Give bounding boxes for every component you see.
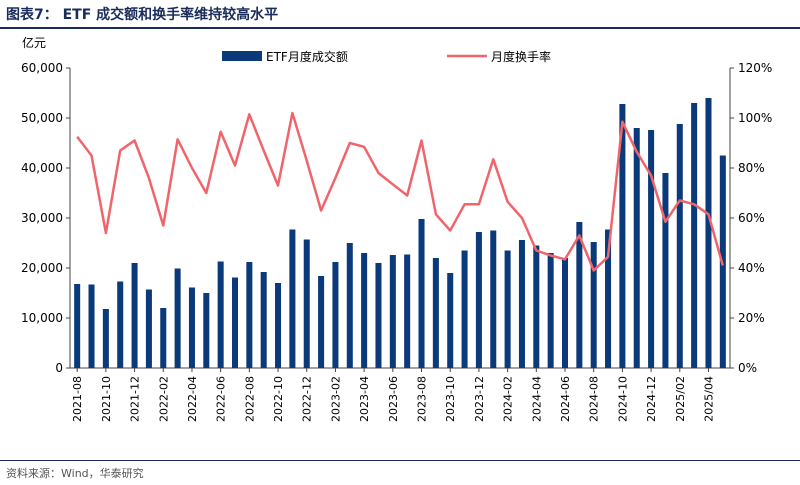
turnover-bar: [102, 309, 109, 368]
left-tick-label: 40,000: [21, 161, 63, 175]
turnover-bar: [275, 283, 282, 368]
turnover-bar: [361, 253, 368, 368]
x-tick-label: 2023-02: [329, 376, 342, 422]
legend-line-label: 月度换手率: [491, 49, 551, 64]
turnover-bar: [705, 98, 712, 368]
turnover-bar: [475, 232, 482, 368]
x-tick-label: 2022-04: [186, 376, 199, 422]
x-tick-label: 2023-06: [387, 376, 400, 422]
turnover-bar: [533, 245, 540, 368]
turnover-bar: [375, 263, 382, 368]
turnover-bar: [490, 230, 497, 368]
turnover-bar: [691, 103, 698, 368]
turnover-bar: [404, 254, 411, 368]
turnover-bar: [547, 253, 554, 368]
x-tick-label: 2022-08: [243, 376, 256, 422]
turnover-bar: [662, 173, 669, 368]
turnover-bar: [131, 263, 138, 368]
turnover-bar: [303, 239, 310, 368]
turnover-bar: [174, 268, 181, 368]
turnover-bar: [74, 284, 81, 368]
x-tick-label: 2021-10: [100, 376, 113, 422]
turnover-bar: [231, 277, 239, 368]
left-tick-label: 30,000: [21, 211, 63, 225]
turnover-bar: [461, 250, 468, 368]
source-note: 资料来源：Wind，华泰研究: [6, 467, 144, 480]
legend-bar-swatch: [222, 51, 262, 61]
turnover-bar: [203, 293, 210, 368]
turnover-bar: [518, 240, 525, 368]
turnover-bar: [633, 128, 640, 368]
x-tick-label: 2022-12: [301, 376, 314, 422]
turnover-bar: [389, 255, 396, 368]
left-axis-unit: 亿元: [22, 35, 46, 50]
x-tick-label: 2024-10: [616, 376, 629, 422]
left-tick-label: 0: [55, 361, 63, 375]
x-tick-label: 2021-08: [71, 376, 84, 422]
right-tick-label: 120%: [738, 61, 772, 75]
x-tick-label: 2025/02: [674, 376, 687, 422]
left-tick-label: 50,000: [21, 111, 63, 125]
right-tick-label: 0%: [738, 361, 757, 375]
footer-rule: [0, 460, 800, 461]
turnover-bar: [246, 262, 253, 368]
turnover-bar: [648, 130, 655, 368]
turnover-bar: [260, 272, 267, 368]
x-tick-label: 2024-12: [645, 376, 658, 422]
x-tick-label: 2022-06: [215, 376, 228, 422]
turnover-bar: [318, 276, 325, 368]
right-tick-label: 80%: [738, 161, 765, 175]
turnover-bar: [346, 243, 353, 368]
turnover-bar: [117, 281, 124, 368]
x-tick-label: 2023-10: [444, 376, 457, 422]
right-tick-label: 20%: [738, 311, 765, 325]
title-rule: [0, 27, 800, 29]
x-tick-label: 2023-12: [473, 376, 486, 422]
x-tick-label: 2024-04: [530, 376, 543, 422]
turnover-bar: [619, 104, 626, 368]
right-tick-label: 40%: [738, 261, 765, 275]
chart-legend: ETF月度成交额 月度换手率: [222, 49, 551, 64]
turnover-bar: [447, 273, 454, 368]
turnover-bar: [561, 258, 569, 368]
x-tick-label: 2023-04: [358, 376, 371, 422]
left-tick-label: 10,000: [21, 311, 63, 325]
turnover-bar: [188, 287, 195, 368]
turnover-bar: [217, 261, 224, 368]
legend-bar-label: ETF月度成交额: [266, 49, 348, 64]
turnover-rate-line: [76, 111, 725, 272]
turnover-bar: [676, 124, 683, 368]
turnover-bar: [418, 219, 425, 368]
turnover-bar: [160, 308, 167, 368]
turnover-bars: [74, 98, 726, 368]
etf-chart: 亿元 0 10,000 20,000 30,000 40,000 50,000 60,000 0…: [21, 35, 772, 422]
turnover-bar: [605, 229, 612, 368]
turnover-bar: [504, 250, 511, 368]
turnover-bar: [332, 262, 339, 368]
left-tick-label: 60,000: [21, 61, 63, 75]
turnover-bar: [88, 284, 95, 368]
figure-title: 图表7： ETF 成交额和换手率维持较高水平: [6, 7, 279, 23]
turnover-bar: [432, 258, 439, 368]
right-tick-label: 100%: [738, 111, 772, 125]
x-tick-label: 2022-10: [272, 376, 285, 422]
x-tick-label: 2023-08: [416, 376, 429, 422]
chart-axes: 亿元 0 10,000 20,000 30,000 40,000 50,000 60,000 0…: [21, 35, 772, 422]
x-tick-label: 2024-02: [502, 376, 515, 422]
turnover-bar: [289, 229, 296, 368]
x-tick-label: 2022-02: [157, 376, 170, 422]
right-tick-label: 60%: [738, 211, 765, 225]
turnover-rate-polyline: [76, 111, 725, 272]
x-tick-label: 2024-06: [559, 376, 572, 422]
turnover-bar: [576, 222, 583, 368]
x-tick-label: 2021-12: [129, 376, 142, 422]
x-tick-label: 2024-08: [588, 376, 601, 422]
turnover-bar: [145, 289, 152, 368]
left-tick-label: 20,000: [21, 261, 63, 275]
turnover-bar: [590, 242, 597, 368]
x-tick-label: 2025/04: [702, 376, 715, 422]
